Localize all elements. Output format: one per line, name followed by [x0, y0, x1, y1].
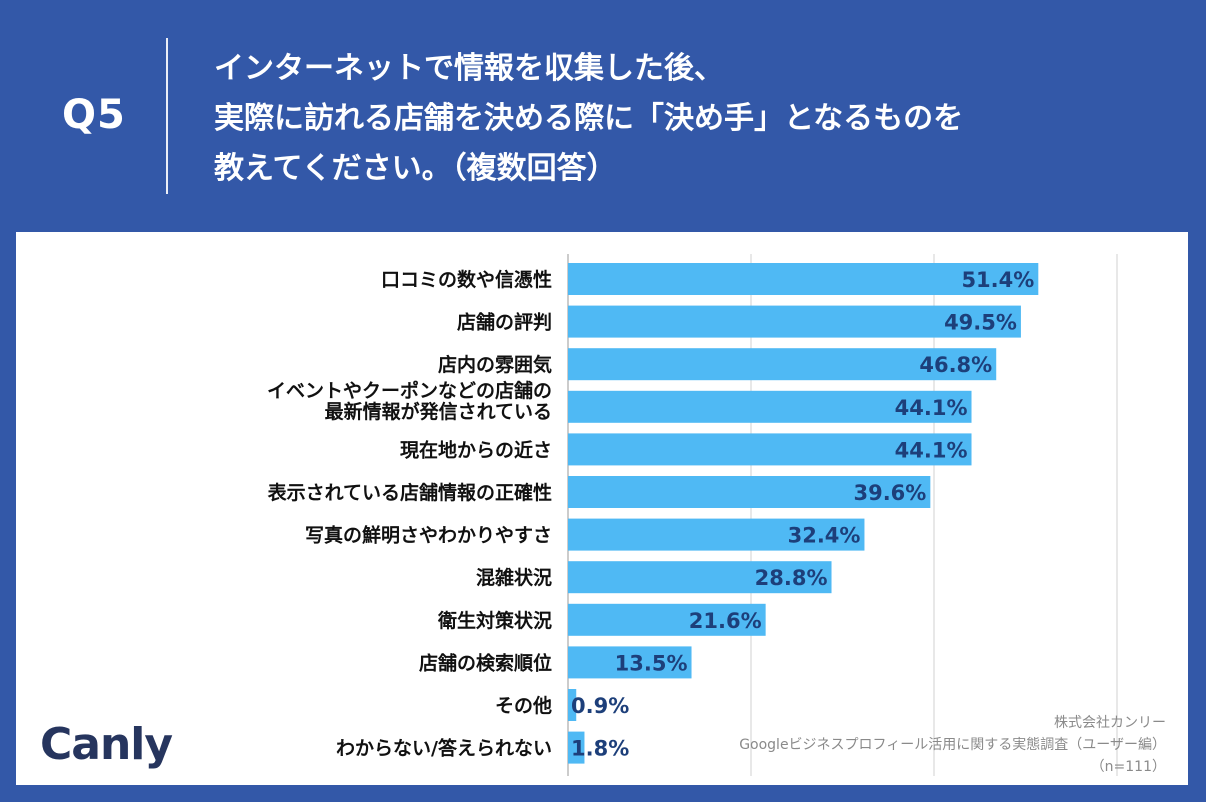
- canly-logo: Canly: [40, 719, 173, 770]
- question-line-2: 実際に訪れる店舗を決める際に「決め手」となるものを: [214, 101, 964, 136]
- question-line-3: 教えてください。（複数回答）: [214, 151, 617, 186]
- logo-text: Canl: [40, 719, 145, 770]
- bar-5: [568, 476, 931, 508]
- value-label-9: 13.5%: [615, 651, 688, 675]
- question-text: インターネットで情報を収集した後、 実際に訪れる店舗を決める際に「決め手」となる…: [214, 44, 963, 194]
- category-label-8-0: 衛生対策状況: [437, 609, 552, 632]
- category-label-2-0: 店内の雰囲気: [438, 353, 552, 376]
- category-label-4-0: 現在地からの近さ: [400, 438, 552, 461]
- category-label-3-1: 最新情報が発信されている: [325, 400, 552, 423]
- header: Q5 インターネットで情報を収集した後、 実際に訪れる店舗を決める際に「決め手」…: [0, 0, 1206, 232]
- bar-0: [568, 263, 1039, 295]
- category-label-10-0: その他: [495, 694, 552, 717]
- source-note: 株式会社カンリー Googleビジネスプロフィール活用に関する実態調査（ユーザー…: [739, 712, 1166, 778]
- value-label-10: 0.9%: [571, 694, 629, 718]
- category-label-6-0: 写真の鮮明さやわかりやすさ: [305, 524, 552, 547]
- category-label-5-0: 表示されている店舗情報の正確性: [268, 481, 552, 504]
- header-divider: [166, 38, 168, 194]
- bar-11: [568, 731, 585, 764]
- value-label-4: 44.1%: [895, 438, 968, 462]
- category-label-9-0: 店舗の検索順位: [419, 651, 552, 674]
- bar-9: [568, 646, 692, 679]
- value-label-1: 49.5%: [944, 311, 1017, 335]
- bar-4: [568, 433, 972, 466]
- value-label-2: 46.8%: [919, 353, 992, 377]
- category-label-0-0: 口コミの数や信憑性: [381, 268, 552, 291]
- bar-chart: 51.4% 口コミの数や信憑性 49.5% 店舗の評判 46.8% 店内の雰囲気 44.1%…: [267, 254, 1118, 776]
- value-label-5: 39.6%: [853, 481, 926, 505]
- bar-6: [568, 518, 865, 551]
- bar-8: [568, 603, 766, 636]
- value-label-11: 1.8%: [571, 737, 629, 761]
- value-label-8: 21.6%: [689, 609, 762, 633]
- category-label-3-0: イベントやクーポンなどの店舗の: [267, 379, 552, 402]
- value-label-6: 32.4%: [788, 524, 861, 548]
- bar-10: [568, 689, 577, 721]
- question-line-1: インターネットで情報を収集した後、: [214, 51, 724, 86]
- value-label-3: 44.1%: [895, 396, 968, 420]
- value-label-0: 51.4%: [961, 268, 1034, 292]
- bar-7: [568, 561, 832, 594]
- bar-2: [568, 348, 997, 381]
- category-label-1-0: 店舗の評判: [457, 311, 552, 334]
- bar-1: [568, 305, 1021, 338]
- value-label-7: 28.8%: [755, 566, 828, 590]
- source-n: （n=111）: [1090, 759, 1166, 775]
- source-survey: Googleビジネスプロフィール活用に関する実態調査（ユーザー編）: [739, 737, 1166, 753]
- bar-3: [568, 390, 972, 423]
- chart-panel: 51.4% 口コミの数や信憑性 49.5% 店舗の評判 46.8% 店内の雰囲気 44.1%…: [16, 232, 1188, 785]
- logo-text-y: y: [144, 719, 173, 770]
- category-label-11-0: わからない/答えられない: [336, 737, 552, 760]
- source-company: 株式会社カンリー: [1054, 715, 1166, 731]
- category-label-7-0: 混雑状況: [476, 566, 552, 589]
- question-number: Q5: [62, 92, 126, 138]
